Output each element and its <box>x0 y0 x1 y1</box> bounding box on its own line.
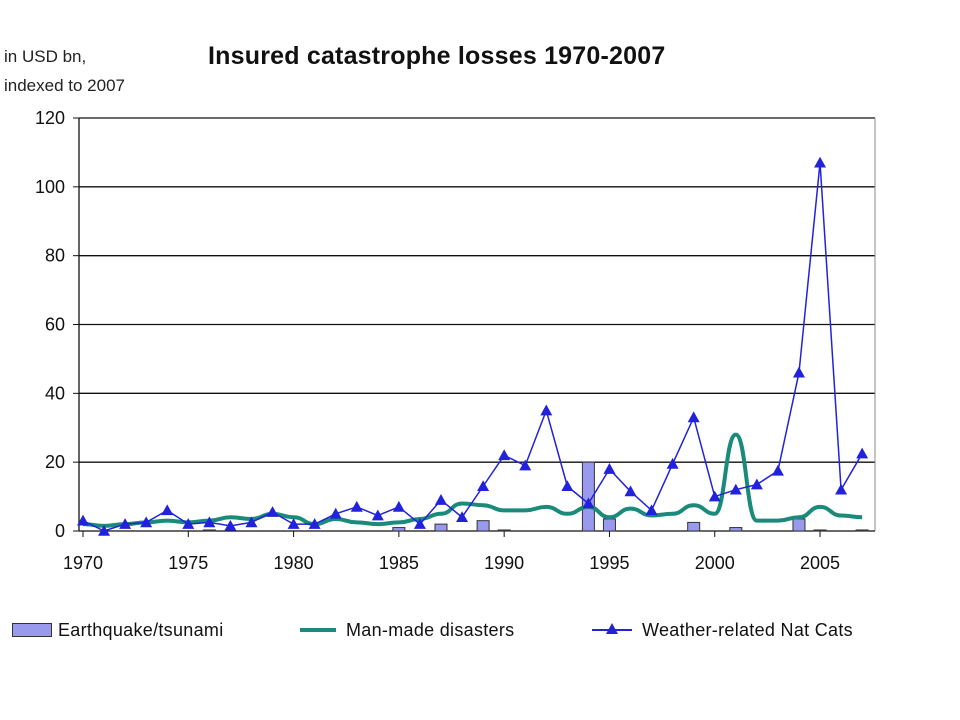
x-tick-label-2000: 2000 <box>695 553 735 573</box>
x-tick-label-1985: 1985 <box>379 553 419 573</box>
marker-weather-1974 <box>161 504 174 516</box>
legend-label-man-made: Man-made disasters <box>346 619 515 640</box>
marker-weather-1987 <box>434 494 447 505</box>
legend-item-earthquake: Earthquake/tsunami <box>12 612 224 648</box>
marker-weather-2007 <box>856 447 869 459</box>
marker-weather-1981 <box>308 518 321 529</box>
marker-weather-2002 <box>750 478 763 490</box>
marker-weather-1982 <box>329 507 342 519</box>
marker-weather-1979 <box>266 506 279 517</box>
marker-weather-2006 <box>835 483 848 495</box>
bar-earthquake-2004 <box>792 518 806 532</box>
marker-weather-1999 <box>687 411 700 423</box>
bar-earthquake-1995 <box>602 518 616 532</box>
x-tick-labels: 1970 1975 1980 1985 1990 1995 2000 2005 <box>63 553 840 573</box>
marker-weather-1997 <box>645 504 658 516</box>
marker-weather-1980 <box>287 518 300 529</box>
bar-earthquake-1976 <box>202 529 216 532</box>
marker-weather-1988 <box>456 511 469 523</box>
marker-weather-1989 <box>477 480 490 492</box>
legend-swatch-bar <box>12 623 52 637</box>
bar-earthquake-2005 <box>813 529 827 532</box>
marker-weather-1972 <box>119 518 132 529</box>
marker-weather-1998 <box>666 457 679 469</box>
marker-weather-2005 <box>814 156 827 168</box>
marker-weather-2004 <box>792 366 805 378</box>
marker-weather-1986 <box>413 518 426 529</box>
y-tick-labels: 0 20 40 60 80 100 120 <box>35 108 65 541</box>
legend-label-weather: Weather-related Nat Cats <box>642 619 853 640</box>
bar-earthquake-1985 <box>392 527 406 532</box>
x-tick-label-1975: 1975 <box>168 553 208 573</box>
marker-weather-1996 <box>624 485 637 497</box>
bar-earthquake-1994 <box>581 461 595 532</box>
y-tick-label-120: 120 <box>35 108 65 128</box>
axes <box>73 117 876 537</box>
series-lines <box>82 162 863 532</box>
x-tick-label-2005: 2005 <box>800 553 840 573</box>
bar-earthquake-1999 <box>687 521 701 532</box>
bar-earthquake-1989 <box>476 520 490 532</box>
y-axis-unit-line-2: indexed to 2007 <box>4 76 125 95</box>
y-tick-label-60: 60 <box>45 315 65 335</box>
line-man-made-disasters <box>82 432 863 528</box>
bar-earthquake-2001 <box>729 527 743 532</box>
legend-swatch-line <box>300 628 336 632</box>
marker-weather-1977 <box>224 519 237 531</box>
marker-weather-1978 <box>245 516 258 528</box>
marker-weather-1985 <box>392 500 405 512</box>
earthquake-bars <box>202 461 869 532</box>
marker-weather-1983 <box>350 500 363 512</box>
y-axis-unit-label: in USD bn, indexed to 2007 <box>4 42 125 100</box>
marker-weather-1970 <box>77 514 89 526</box>
bar-earthquake-2007 <box>855 529 869 532</box>
bar-earthquake-1990 <box>497 529 511 532</box>
chart-plot: 0 20 40 60 80 100 120 1970 1975 1980 1985 1990 1995… <box>35 108 876 573</box>
x-tick-label-1980: 1980 <box>274 553 314 573</box>
marker-weather-2000 <box>708 490 721 502</box>
marker-weather-1984 <box>371 509 384 521</box>
legend-label-earthquake: Earthquake/tsunami <box>58 619 224 640</box>
legend: Earthquake/tsunami Man-made disasters We… <box>0 612 960 648</box>
weather-markers <box>77 156 869 536</box>
gridlines <box>79 117 875 463</box>
chart-title: Insured catastrophe losses 1970-2007 <box>208 42 666 70</box>
marker-weather-1973 <box>140 516 153 528</box>
marker-weather-1971 <box>98 525 111 536</box>
x-tick-label-1990: 1990 <box>484 553 524 573</box>
legend-swatch-triangle-icon <box>592 623 632 637</box>
y-tick-label-40: 40 <box>45 383 65 403</box>
legend-item-man-made: Man-made disasters <box>300 612 514 648</box>
y-tick-label-20: 20 <box>45 452 65 472</box>
y-tick-label-80: 80 <box>45 246 65 266</box>
marker-weather-1976 <box>203 516 216 528</box>
marker-weather-2001 <box>729 483 742 495</box>
marker-weather-2003 <box>771 464 784 476</box>
y-axis-unit-line-1: in USD bn, <box>4 47 87 66</box>
y-tick-label-0: 0 <box>55 521 65 541</box>
marker-weather-1993 <box>561 480 574 492</box>
x-tick-label-1995: 1995 <box>589 553 629 573</box>
marker-weather-1995 <box>603 463 616 474</box>
marker-weather-1975 <box>182 518 195 529</box>
marker-weather-1990 <box>498 449 511 461</box>
legend-item-weather: Weather-related Nat Cats <box>592 612 853 648</box>
marker-weather-1992 <box>540 404 553 416</box>
marker-weather-1991 <box>519 459 532 471</box>
marker-weather-1994 <box>582 497 595 509</box>
y-tick-label-100: 100 <box>35 177 65 197</box>
bar-earthquake-1987 <box>434 523 448 532</box>
x-tick-label-1970: 1970 <box>63 553 103 573</box>
